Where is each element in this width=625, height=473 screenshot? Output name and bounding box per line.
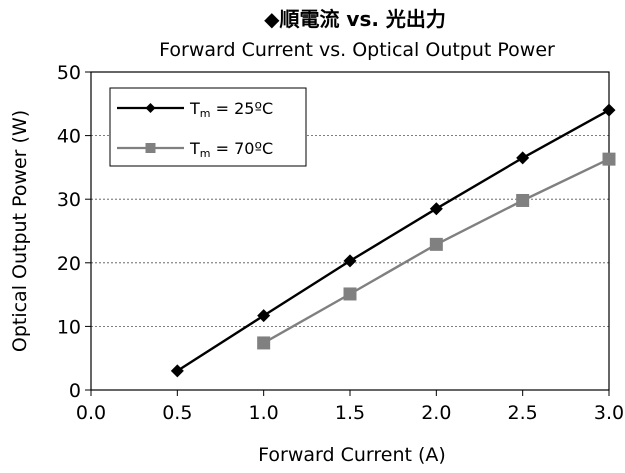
- legend-label-25c-sub: m: [200, 107, 211, 120]
- data-point: [343, 287, 357, 301]
- legend-label-70c-sub: m: [200, 147, 211, 160]
- y-tick-label: 10: [57, 316, 81, 338]
- legend-label-25c: Tm = 25ºC: [189, 99, 273, 120]
- data-point: [429, 202, 443, 216]
- data-point: [516, 193, 530, 207]
- y-axis: 0 10 20 30 40 50: [57, 62, 91, 402]
- x-tick-label: 3.0: [594, 402, 624, 424]
- x-tick-label: 0.0: [76, 402, 106, 424]
- x-tick-label: 2.5: [508, 402, 538, 424]
- data-point: [257, 336, 271, 350]
- legend-marker-25c: [145, 103, 156, 113]
- x-axis-label: Forward Current (A): [258, 444, 446, 466]
- y-tick-label: 40: [57, 126, 81, 148]
- legend-label-70c-rest: = 70ºC: [211, 139, 274, 158]
- data-point: [429, 237, 443, 251]
- series-layer: [170, 103, 616, 378]
- x-tick-label: 1.5: [335, 402, 365, 424]
- legend: Tm = 25ºC Tm = 70ºC: [109, 87, 307, 167]
- y-tick-label: 0: [69, 380, 81, 402]
- series-1: [257, 152, 616, 350]
- series-0: [170, 103, 616, 378]
- x-tick-label: 2.0: [421, 402, 451, 424]
- legend-marker-70c: [145, 143, 156, 153]
- y-tick-label: 50: [57, 62, 81, 84]
- data-point: [516, 151, 530, 165]
- y-tick-label: 30: [57, 189, 81, 211]
- legend-label-70c: Tm = 70ºC: [189, 139, 273, 160]
- x-tick-label: 1.0: [249, 402, 279, 424]
- data-point: [257, 309, 271, 323]
- data-point: [602, 103, 616, 117]
- x-axis: 0.0 0.5 1.0 1.5 2.0 2.5 3.0: [76, 390, 624, 424]
- legend-label-25c-rest: = 25ºC: [211, 99, 274, 118]
- series-line: [176, 109, 610, 372]
- chart-subtitle: Forward Current vs. Optical Output Power: [159, 39, 555, 61]
- y-tick-label: 20: [57, 253, 81, 275]
- data-point: [170, 364, 184, 378]
- legend-label-70c-main: T: [189, 139, 200, 158]
- data-point: [602, 152, 616, 166]
- x-tick-label: 0.5: [162, 402, 192, 424]
- data-point: [343, 254, 357, 268]
- legend-label-25c-main: T: [189, 99, 200, 118]
- chart-title: ◆順電流 vs. 光出力: [264, 7, 446, 31]
- legend-box: [109, 87, 307, 167]
- y-axis-label: Optical Output Power (W): [9, 110, 31, 352]
